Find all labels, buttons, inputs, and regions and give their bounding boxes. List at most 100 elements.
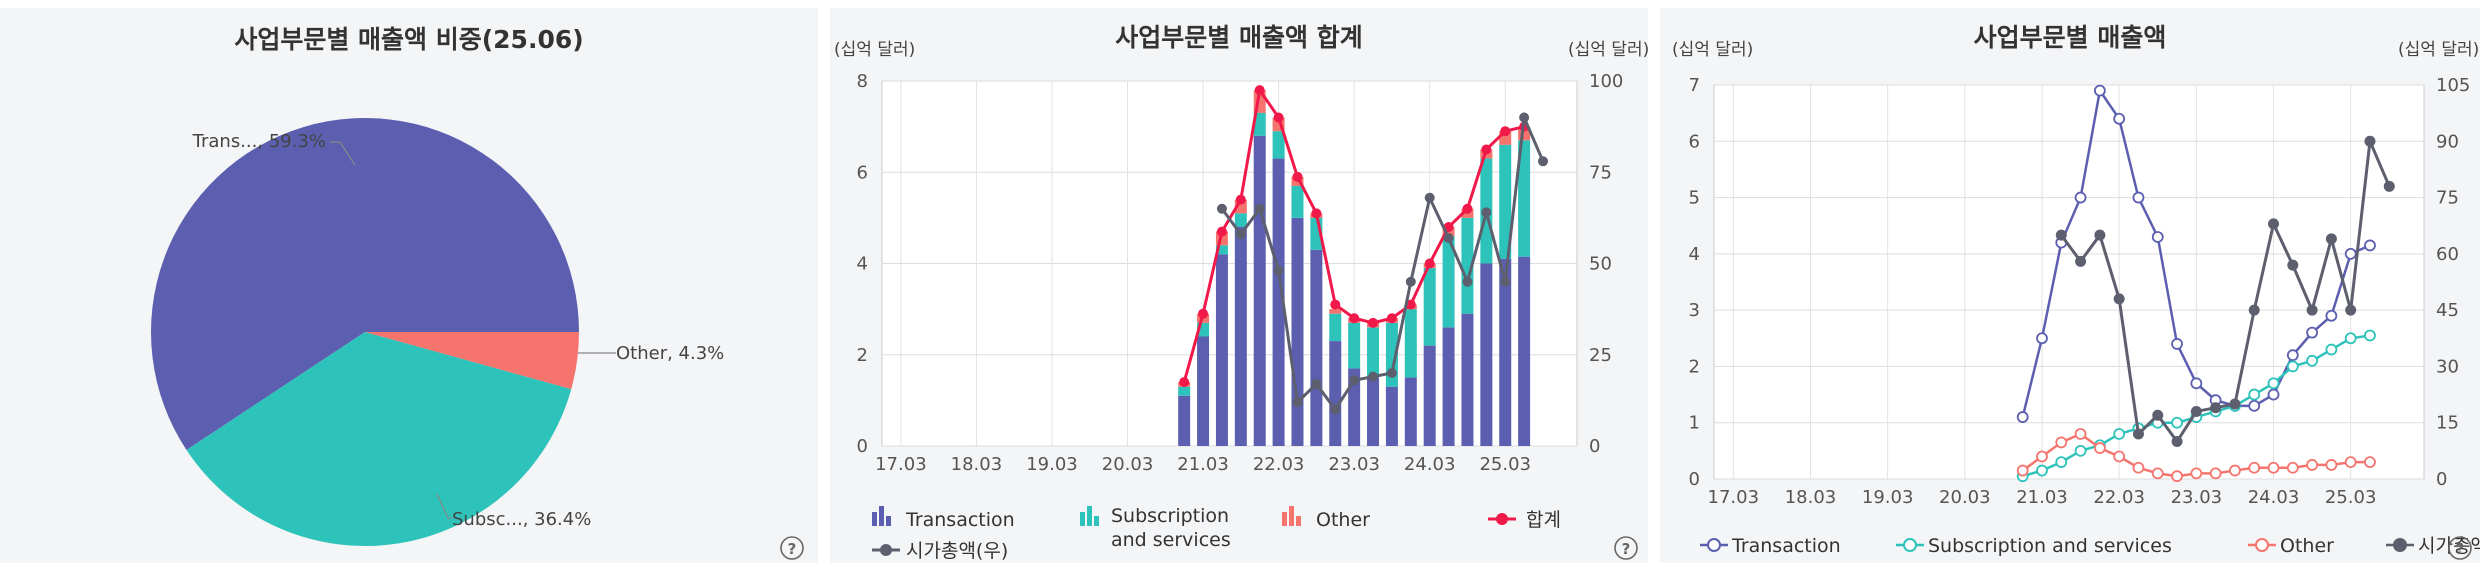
point-market-cap: [2075, 255, 2087, 267]
total-point: [1292, 171, 1303, 182]
point-other: [2093, 442, 2106, 454]
point-subscription: [2113, 428, 2126, 440]
point-market-cap: [2113, 293, 2125, 305]
point-transaction: [2306, 326, 2318, 339]
legend-other-icon: [1296, 516, 1301, 526]
point-transaction: [2344, 247, 2357, 260]
total-point: [1481, 144, 1492, 155]
market-cap-point: [1235, 229, 1246, 240]
bar-subscription: [1215, 245, 1228, 255]
point-transaction: [2248, 399, 2261, 412]
bar-subscription: [1178, 386, 1191, 396]
legend-label: Other: [2280, 535, 2334, 557]
market-cap-point: [1292, 397, 1303, 408]
line-y-left-tick: 0: [1689, 469, 1700, 490]
market-cap-point: [1443, 232, 1454, 243]
bar-subscription: [1291, 185, 1304, 218]
bar-x-tick: 20.03: [1102, 454, 1154, 475]
bar-subscription: [1272, 131, 1285, 159]
total-point: [1254, 85, 1265, 96]
legend-subscription-icon: [1080, 512, 1085, 526]
bar-subscription: [1404, 309, 1417, 378]
line-help-button[interactable]: ?: [2448, 536, 2472, 560]
bar-y-right-tick: 100: [1589, 71, 1623, 92]
line-chart: 사업부문별 매출액 (십억 달러) (십억 달러) 01234567015304…: [1672, 23, 2480, 560]
bar-subscription: [1461, 217, 1474, 314]
line-y-left-tick: 3: [1689, 300, 1700, 321]
market-cap-point: [1538, 156, 1549, 167]
line-y-left-tick: 6: [1689, 131, 1700, 152]
point-subscription: [2364, 329, 2376, 342]
question-circle-icon[interactable]: [780, 536, 804, 560]
point-market-cap: [2364, 135, 2376, 147]
legend-subscription-icon: [1094, 516, 1099, 526]
bar-transaction: [1234, 227, 1247, 446]
point-market-cap: [2055, 229, 2067, 241]
legend-marker-icon: [1903, 538, 1917, 552]
legend-label: Transaction: [1731, 535, 1841, 557]
bar-transaction: [1178, 395, 1191, 446]
bar-y-right-tick: 50: [1589, 254, 1612, 275]
pie-chart-panel: 사업부문별 매출액 비중(25.06) Trans..., 59.3% Subsc…: [0, 8, 818, 563]
legend-transaction-icon: [879, 506, 884, 526]
point-market-cap: [2306, 304, 2318, 316]
point-market-cap: [2132, 428, 2144, 440]
point-market-cap: [2094, 229, 2106, 241]
line-x-tick: 17.03: [1708, 487, 1760, 508]
market-cap-point: [1519, 112, 1530, 123]
pie-help-button[interactable]: ?: [780, 536, 804, 560]
line-y-right-tick: 60: [2436, 244, 2459, 265]
market-cap-point: [1405, 276, 1416, 287]
bar-subscription: [1367, 327, 1380, 378]
line-y-left-tick: 7: [1689, 75, 1700, 96]
bar-x-tick: 19.03: [1026, 454, 1078, 475]
point-other: [2190, 467, 2203, 480]
point-market-cap: [2229, 398, 2241, 410]
market-cap-line: [1220, 111, 1545, 413]
point-subscription: [2055, 456, 2068, 469]
line-chart-panel: 사업부문별 매출액 (십억 달러) (십억 달러) 0 1 2 3 4 5 6 7 0 15 30 4…: [1660, 8, 2480, 563]
line-x-tick: 22.03: [2093, 487, 2145, 508]
bar-transaction: [1499, 258, 1512, 446]
total-point: [1216, 226, 1227, 237]
point-subscription: [2074, 444, 2087, 457]
point-other: [2132, 461, 2145, 474]
bar-transaction: [1348, 368, 1361, 446]
legend-transaction-label: Transaction: [905, 509, 1015, 531]
pie-label-leader: [330, 141, 356, 166]
legend-other-icon: [1289, 506, 1294, 526]
point-market-cap: [2383, 180, 2395, 192]
total-point: [1386, 313, 1397, 324]
point-market-cap: [2248, 304, 2260, 316]
point-transaction: [2190, 377, 2203, 390]
line-y-right-tick: 15: [2436, 413, 2459, 434]
bar-y-left-tick: 6: [857, 162, 868, 183]
bar-subscription: [1329, 313, 1342, 342]
point-market-cap: [2345, 304, 2357, 316]
question-circle-icon[interactable]: [1614, 536, 1638, 560]
point-subscription: [2171, 416, 2183, 429]
bar-y-left-tick: 2: [857, 345, 868, 366]
question-circle-icon[interactable]: [2448, 536, 2472, 560]
total-point: [1368, 317, 1379, 328]
bar-transaction: [1329, 341, 1342, 446]
point-transaction: [2364, 239, 2376, 252]
point-subscription: [2248, 388, 2261, 401]
market-cap-point: [1311, 378, 1322, 389]
point-other: [2209, 467, 2222, 480]
line-right-axis-unit: (십억 달러): [2398, 40, 2479, 60]
bar-subscription: [1253, 112, 1266, 136]
point-other: [2016, 464, 2029, 477]
point-other: [2113, 450, 2126, 463]
total-point: [1198, 308, 1209, 319]
point-transaction: [2093, 84, 2106, 97]
pie-slice-subscription: [186, 332, 572, 546]
bar-transaction: [1461, 313, 1474, 446]
point-subscription: [2267, 377, 2280, 390]
legend-other-icon: [1282, 512, 1287, 526]
svg-text:?: ?: [788, 540, 797, 558]
bar-y-left-tick: 8: [857, 71, 868, 92]
bar-x-tick: 21.03: [1177, 454, 1229, 475]
bar-help-button[interactable]: ?: [1614, 536, 1638, 560]
point-other: [2229, 464, 2241, 477]
